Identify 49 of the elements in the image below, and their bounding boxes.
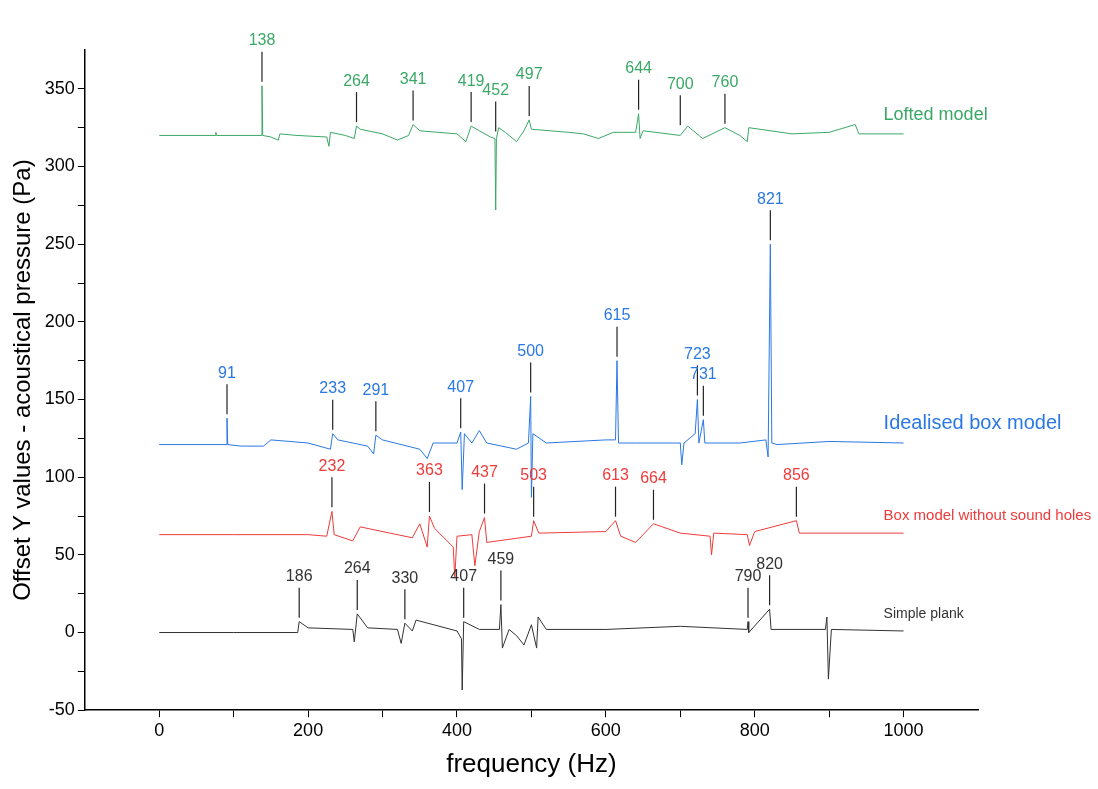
annotation: 291 (362, 380, 390, 398)
annotation: 821 (756, 189, 784, 207)
annotation: 91 (218, 363, 236, 381)
series-label: Box model without sound holes (883, 505, 1092, 523)
x-tick-label: 600 (590, 719, 621, 740)
series-label: Simple plank (883, 604, 965, 621)
annotation: 264 (343, 71, 370, 89)
series-label: Lofted model (883, 103, 988, 124)
annotation: 186 (285, 567, 313, 585)
y-axis-title: Offset Y values - acoustical pressure (Pa) (8, 159, 36, 601)
y-tick-label: 150 (44, 388, 75, 409)
annotation: 856 (783, 466, 810, 484)
annotation: 459 (487, 549, 515, 567)
annotation: 613 (602, 466, 629, 484)
annotation: 330 (391, 568, 419, 586)
annotation: 644 (625, 59, 653, 77)
annotation: 760 (711, 73, 739, 91)
annotation: 264 (343, 559, 371, 577)
y-tick-label: -50 (48, 699, 75, 720)
x-tick-label: 0 (154, 719, 165, 740)
series-label: Idealised box model (883, 410, 1062, 433)
annotation: 500 (517, 341, 545, 359)
annotation: 341 (399, 69, 427, 87)
y-tick-label: 250 (44, 233, 75, 254)
annotation: 700 (666, 74, 694, 92)
annotation: 233 (319, 379, 347, 397)
y-tick-label: 300 (44, 155, 75, 176)
x-tick-label: 200 (293, 719, 324, 740)
annotation: 232 (318, 456, 346, 474)
annotation: 437 (471, 462, 498, 480)
y-tick-label: 0 (64, 621, 75, 642)
y-tick-label: 200 (44, 310, 75, 331)
x-tick-label: 800 (739, 719, 770, 740)
annotation: 723 (684, 344, 711, 362)
y-tick-label: 100 (44, 466, 75, 487)
annotation: 138 (248, 31, 276, 49)
x-axis-title: frequency (Hz) (446, 747, 617, 778)
annotation: 615 (603, 306, 631, 324)
x-tick-label: 1000 (883, 719, 924, 740)
annotation: 664 (640, 469, 667, 487)
y-tick-label: 350 (44, 77, 75, 98)
annotation: 407 (447, 377, 475, 395)
annotation: 363 (416, 461, 443, 479)
x-tick-label: 400 (441, 719, 473, 740)
annotation: 407 (450, 567, 478, 585)
annotation: 790 (734, 567, 762, 585)
annotation: 497 (515, 65, 543, 83)
annotation: 419 (457, 71, 485, 89)
y-tick-label: 50 (54, 543, 75, 564)
